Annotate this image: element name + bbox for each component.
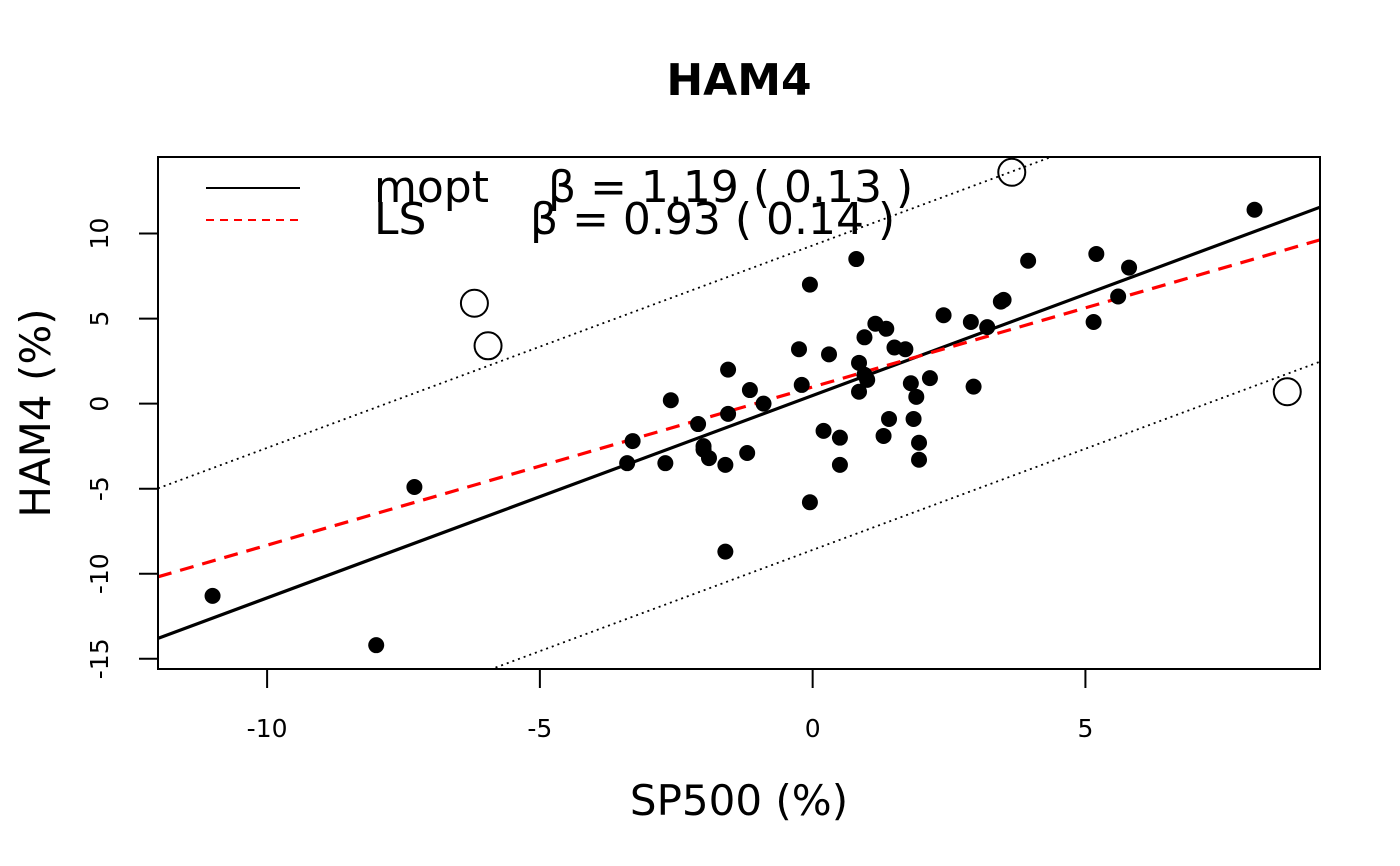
data-point	[851, 354, 868, 371]
data-point	[755, 395, 772, 412]
plot-area	[158, 157, 1320, 669]
fit-line-upper-band	[158, 157, 1054, 490]
data-point	[368, 637, 385, 654]
data-point	[979, 319, 996, 336]
data-point	[995, 291, 1012, 308]
data-point	[717, 543, 734, 560]
data-point	[1246, 201, 1263, 218]
data-point	[657, 455, 674, 472]
data-point	[1020, 252, 1037, 269]
data-point	[700, 450, 717, 467]
data-point	[911, 451, 928, 468]
data-point	[848, 251, 865, 268]
x-tick-label: -5	[527, 714, 552, 743]
x-tick-label: 5	[1077, 714, 1093, 743]
legend-label-ls: LS	[374, 194, 426, 245]
data-point	[831, 456, 848, 473]
outlier-point	[473, 331, 503, 361]
data-point	[624, 433, 641, 450]
y-tick-label: -15	[85, 638, 114, 679]
data-point	[720, 405, 737, 422]
data-point	[935, 307, 952, 324]
data-point	[897, 341, 914, 358]
data-point	[1110, 288, 1127, 305]
data-point	[406, 478, 423, 495]
data-point	[1088, 245, 1105, 262]
fit-line-mopt	[158, 205, 1320, 640]
data-point	[962, 313, 979, 330]
x-tick-label: 0	[805, 714, 821, 743]
data-point	[791, 341, 808, 358]
data-point	[739, 444, 756, 461]
data-point	[821, 346, 838, 363]
data-point	[690, 416, 707, 433]
outlier-point	[459, 288, 489, 318]
x-axis-label: SP500 (%)	[630, 776, 848, 825]
data-point	[204, 587, 221, 604]
y-tick-label: 5	[85, 311, 114, 327]
data-point	[801, 494, 818, 511]
y-tick-label: -5	[85, 476, 114, 501]
data-point	[720, 361, 737, 378]
fit-line-lower-band	[489, 360, 1320, 669]
y-tick-label: 0	[85, 396, 114, 412]
y-axis: -15 -10 -5 0 5 10	[85, 218, 159, 679]
legend-label-mopt: mopt	[374, 162, 489, 213]
data-point	[741, 382, 758, 399]
x-axis: -10 -5 0 5	[247, 668, 1093, 743]
data-point	[851, 383, 868, 400]
data-point	[911, 434, 928, 451]
data-point	[815, 422, 832, 439]
data-point	[662, 392, 679, 409]
data-point	[1121, 259, 1138, 276]
data-point	[859, 371, 876, 388]
data-point	[619, 455, 636, 472]
data-point	[1085, 313, 1102, 330]
x-tick-label: -10	[247, 714, 288, 743]
data-point	[831, 429, 848, 446]
legend-beta-mopt: β = 1.19 ( 0.13 )	[548, 162, 913, 213]
legend-beta-ls: β = 0.93 ( 0.14 )	[530, 194, 895, 245]
chart-title: HAM4	[666, 55, 811, 106]
y-tick-label: -10	[85, 553, 114, 594]
data-point	[921, 370, 938, 387]
data-point	[902, 375, 919, 392]
data-point	[881, 410, 898, 427]
data-point	[717, 456, 734, 473]
y-axis-label: HAM4 (%)	[11, 308, 60, 517]
outlier-point	[1272, 377, 1302, 407]
data-point	[905, 410, 922, 427]
data-point	[878, 320, 895, 337]
outlier-point	[997, 157, 1027, 187]
data-point	[965, 378, 982, 395]
data-point	[801, 276, 818, 293]
fit-line-ls	[158, 238, 1320, 579]
y-tick-label: 10	[85, 218, 114, 250]
data-point	[908, 388, 925, 405]
data-point	[856, 329, 873, 346]
legend: mopt β = 1.19 ( 0.13 ) LS β = 0.93 ( 0.1…	[206, 162, 913, 245]
data-point	[875, 427, 892, 444]
data-point	[793, 376, 810, 393]
